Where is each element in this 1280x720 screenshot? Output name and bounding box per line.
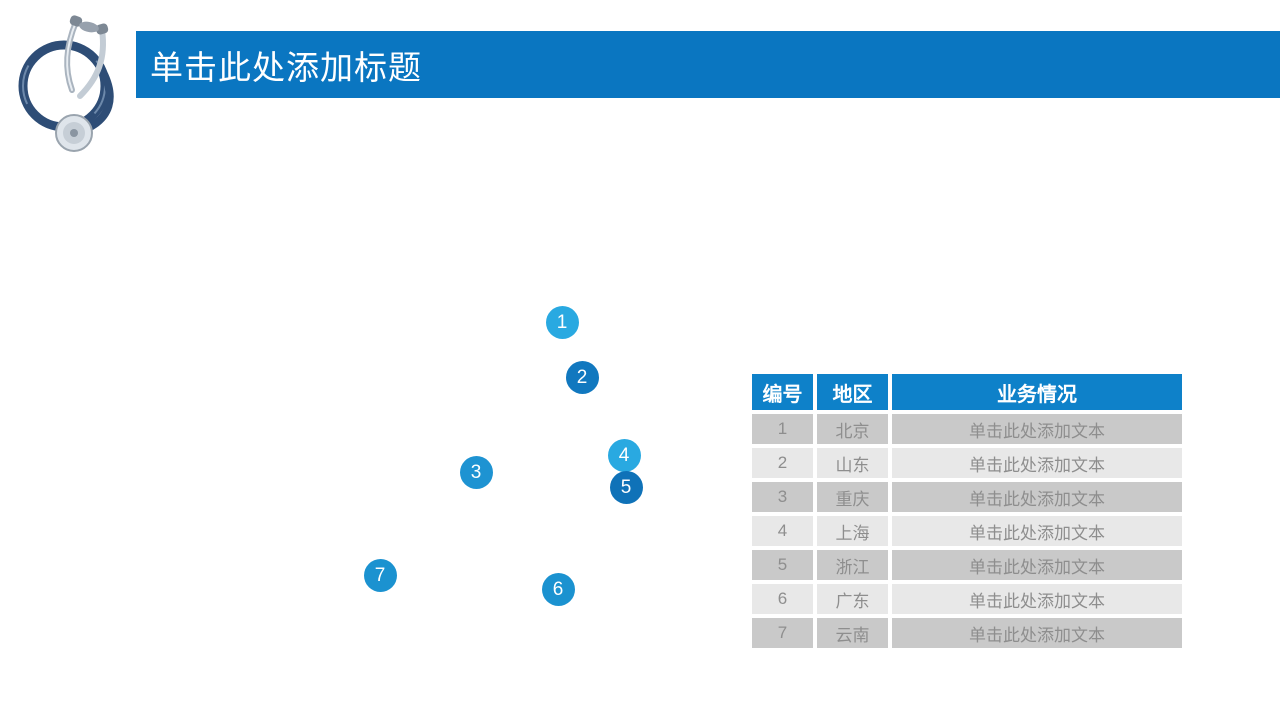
table-row-5: 5 浙江 单击此处添加文本 (752, 548, 1182, 584)
map-marker-5[interactable]: 5 (609, 470, 643, 504)
table-row-2: 2 山东 单击此处添加文本 (752, 446, 1182, 482)
map-marker-4[interactable]: 4 (607, 438, 641, 472)
title-bar[interactable]: 单击此处添加标题 (136, 31, 1280, 98)
status-cell[interactable]: 单击此处添加文本 (890, 548, 1182, 584)
stethoscope-icon (18, 15, 114, 152)
region-cell: 广东 (815, 582, 892, 618)
table-row-7: 7 云南 单击此处添加文本 (752, 616, 1182, 648)
table-row-3: 3 重庆 单击此处添加文本 (752, 480, 1182, 516)
status-cell[interactable]: 单击此处添加文本 (890, 514, 1182, 550)
region-table: 编号 地区 业务情况 1 北京 单击此处添加文本 2 山东 单击此处添加文本 3 重庆 单击此处添加… (752, 374, 1182, 648)
map-marker-6[interactable]: 6 (541, 572, 575, 606)
map-marker-1[interactable]: 1 (545, 305, 579, 339)
status-cell[interactable]: 单击此处添加文本 (890, 446, 1182, 482)
map-marker-7[interactable]: 7 (363, 558, 397, 592)
table-row-1: 1 北京 单击此处添加文本 (752, 412, 1182, 448)
region-cell: 浙江 (815, 548, 892, 584)
table-row-4: 4 上海 单击此处添加文本 (752, 514, 1182, 550)
status-cell[interactable]: 单击此处添加文本 (890, 412, 1182, 448)
table-header-cell-2: 业务情况 (890, 374, 1182, 414)
region-cell: 云南 (815, 616, 892, 648)
row-number-cell: 3 (752, 480, 817, 516)
row-number-cell: 5 (752, 548, 817, 584)
region-cell: 重庆 (815, 480, 892, 516)
map-marker-2[interactable]: 2 (565, 360, 599, 394)
region-cell: 北京 (815, 412, 892, 448)
region-table-header: 编号 地区 业务情况 (752, 374, 1182, 414)
row-number-cell: 1 (752, 412, 817, 448)
table-row-6: 6 广东 单击此处添加文本 (752, 582, 1182, 618)
table-header-cell-1: 地区 (815, 374, 892, 414)
table-header-cell-0: 编号 (752, 374, 817, 414)
region-cell: 上海 (815, 514, 892, 550)
slide-title[interactable]: 单击此处添加标题 (150, 48, 422, 86)
row-number-cell: 4 (752, 514, 817, 550)
status-cell[interactable]: 单击此处添加文本 (890, 616, 1182, 648)
status-cell[interactable]: 单击此处添加文本 (890, 480, 1182, 516)
row-number-cell: 2 (752, 446, 817, 482)
map-marker-3[interactable]: 3 (459, 455, 493, 489)
row-number-cell: 7 (752, 616, 817, 648)
status-cell[interactable]: 单击此处添加文本 (890, 582, 1182, 618)
region-cell: 山东 (815, 446, 892, 482)
row-number-cell: 6 (752, 582, 817, 618)
